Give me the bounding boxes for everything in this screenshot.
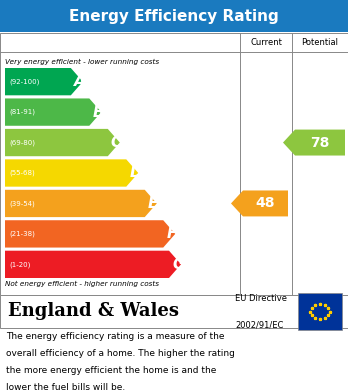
Text: Very energy efficient - lower running costs: Very energy efficient - lower running co…	[5, 59, 159, 65]
Text: EU Directive: EU Directive	[235, 294, 287, 303]
Text: G: G	[172, 257, 184, 272]
Text: (92-100): (92-100)	[9, 79, 39, 85]
Text: The energy efficiency rating is a measure of the: The energy efficiency rating is a measur…	[6, 332, 224, 341]
Polygon shape	[283, 129, 345, 156]
Polygon shape	[5, 99, 101, 126]
Bar	[0, 33, 348, 295]
Text: B: B	[92, 105, 104, 120]
Text: (39-54): (39-54)	[9, 200, 35, 207]
Bar	[0, 0, 348, 32]
Text: E: E	[148, 196, 158, 211]
Text: the more energy efficient the home is and the: the more energy efficient the home is an…	[6, 366, 216, 375]
Text: Current: Current	[250, 38, 282, 47]
Text: 48: 48	[256, 196, 275, 210]
Text: F: F	[166, 226, 177, 241]
Text: (55-68): (55-68)	[9, 170, 35, 176]
Text: Not energy efficient - higher running costs: Not energy efficient - higher running co…	[5, 281, 159, 287]
Polygon shape	[5, 220, 175, 248]
Polygon shape	[5, 251, 181, 278]
Text: C: C	[111, 135, 122, 150]
Bar	[298, 293, 342, 330]
Text: Potential: Potential	[301, 38, 339, 47]
Text: (1-20): (1-20)	[9, 261, 30, 267]
Text: (81-91): (81-91)	[9, 109, 35, 115]
Text: D: D	[129, 165, 142, 181]
Text: lower the fuel bills will be.: lower the fuel bills will be.	[6, 383, 125, 391]
Polygon shape	[5, 160, 138, 187]
Polygon shape	[5, 68, 83, 95]
Polygon shape	[5, 129, 120, 156]
Text: (69-80): (69-80)	[9, 139, 35, 146]
Bar	[0, 295, 348, 328]
Text: England & Wales: England & Wales	[8, 303, 179, 321]
Text: 2002/91/EC: 2002/91/EC	[235, 320, 283, 329]
Text: Energy Efficiency Rating: Energy Efficiency Rating	[69, 9, 279, 23]
Text: A: A	[74, 74, 86, 89]
Text: 78: 78	[310, 136, 330, 149]
Polygon shape	[5, 190, 157, 217]
Text: overall efficiency of a home. The higher the rating: overall efficiency of a home. The higher…	[6, 349, 235, 358]
Text: (21-38): (21-38)	[9, 231, 35, 237]
Polygon shape	[231, 190, 288, 217]
